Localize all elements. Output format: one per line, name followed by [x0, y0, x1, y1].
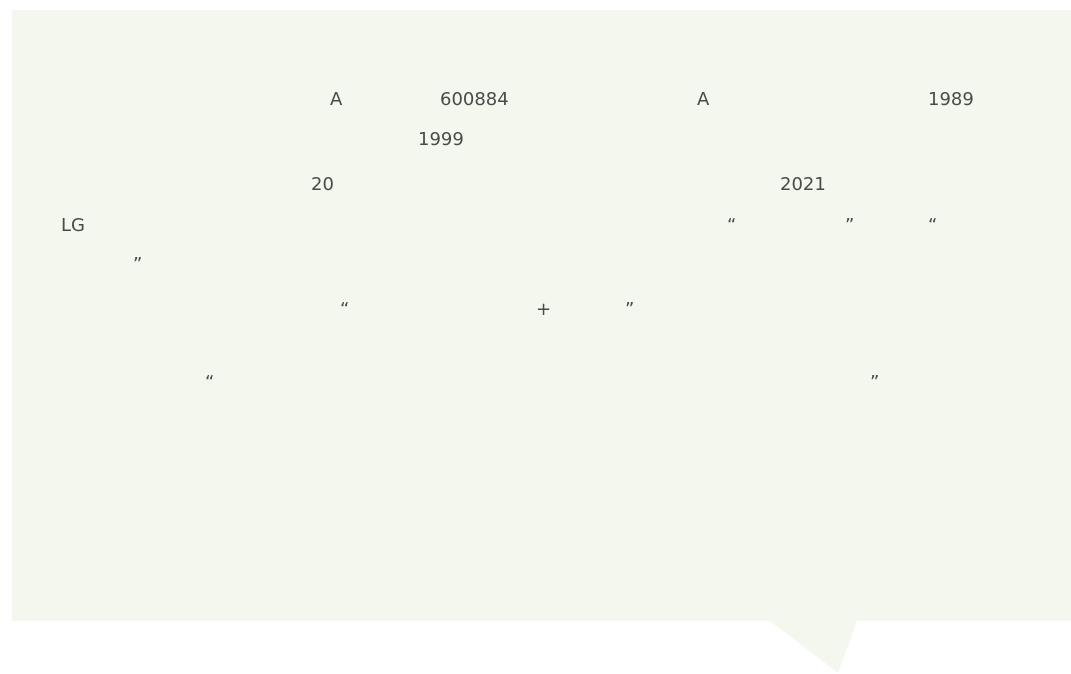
- text-fragment: ”: [133, 254, 142, 275]
- text-fragment: “: [727, 215, 736, 236]
- speech-bubble: [12, 10, 1071, 621]
- text-fragment: 2021: [780, 174, 826, 195]
- text-fragment: “: [928, 215, 937, 236]
- text-fragment: “: [340, 299, 349, 320]
- text-fragment: A: [330, 89, 343, 110]
- text-fragment: ”: [870, 372, 879, 393]
- paragraph: A 600884 A 1989 1999 20 2021 LG “ ” “ ” “ + ” “ ”: [61, 89, 974, 393]
- text-fragment: +: [536, 299, 551, 320]
- speech-bubble-tail: [770, 621, 857, 673]
- text-fragment: ”: [625, 299, 634, 320]
- text-fragment: “: [205, 372, 214, 393]
- text-fragment: 1989: [928, 89, 974, 110]
- text-fragment: A: [697, 89, 710, 110]
- text-fragment: 1999: [418, 129, 464, 150]
- text-fragment: 600884: [440, 89, 509, 110]
- text-fragment: 20: [311, 174, 334, 195]
- text-fragment: LG: [61, 215, 85, 236]
- text-fragment: ”: [845, 215, 854, 236]
